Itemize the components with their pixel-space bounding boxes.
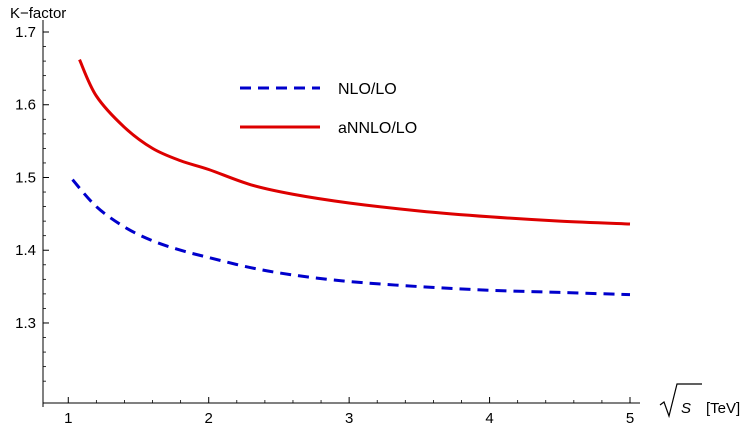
y-tick-label: 1.6 bbox=[15, 97, 36, 114]
x-tick-label: 5 bbox=[626, 410, 634, 427]
x-axis-title-symbol: S bbox=[681, 400, 691, 417]
sqrt-symbol bbox=[659, 383, 702, 419]
y-tick-label: 1.4 bbox=[15, 242, 36, 259]
x-tick-label: 3 bbox=[345, 410, 353, 427]
y-ticks: 1.3 1.4 1.5 1.6 1.7 bbox=[15, 24, 49, 382]
y-tick-label: 1.7 bbox=[15, 24, 36, 41]
y-axis-title: K−factor bbox=[10, 5, 66, 22]
legend: NLO/LO aNNLO/LO bbox=[240, 81, 417, 137]
series-line-nlo-lo bbox=[71, 178, 631, 297]
axes bbox=[42, 20, 640, 407]
x-ticks: 1 2 3 4 5 bbox=[64, 397, 634, 427]
legend-label-nlo-lo: NLO/LO bbox=[338, 81, 397, 98]
x-tick-label: 4 bbox=[485, 410, 493, 427]
x-axis-title-unit: [TeV] bbox=[706, 400, 740, 417]
legend-entry-nlo-lo: NLO/LO bbox=[240, 81, 397, 98]
y-tick-label: 1.5 bbox=[15, 169, 36, 186]
legend-label-annlo-lo: aNNLO/LO bbox=[338, 120, 417, 137]
x-tick-label: 1 bbox=[64, 410, 72, 427]
y-tick-label: 1.3 bbox=[15, 315, 36, 332]
series-line-annlo-lo bbox=[78, 59, 631, 226]
series-group bbox=[71, 59, 631, 297]
legend-entry-annlo-lo: aNNLO/LO bbox=[240, 120, 417, 137]
x-axis-title: S [TeV] bbox=[659, 383, 740, 419]
x-tick-label: 2 bbox=[205, 410, 213, 427]
